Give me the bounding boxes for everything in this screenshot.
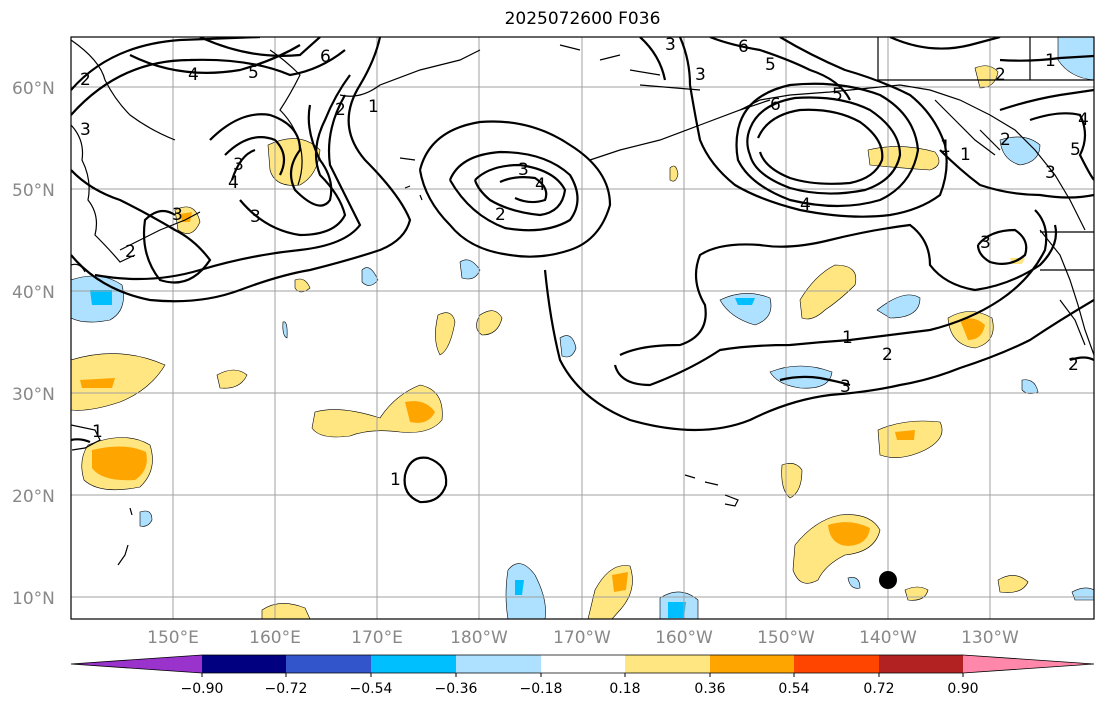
- colorbar-tick-label: −0.18: [520, 681, 563, 697]
- svg-text:1: 1: [842, 328, 853, 348]
- lon-label: 130°W: [961, 628, 1019, 648]
- svg-text:3: 3: [695, 65, 706, 85]
- svg-text:5: 5: [248, 63, 259, 83]
- svg-text:6: 6: [320, 47, 331, 67]
- lon-label: 170°W: [553, 628, 611, 648]
- lon-label: 150°W: [757, 628, 815, 648]
- lat-label: 60°N: [12, 79, 55, 99]
- lat-label: 10°N: [12, 589, 55, 609]
- latitude-labels: 60°N 50°N 40°N 30°N 20°N 10°N: [12, 79, 55, 609]
- lon-label: 160°W: [655, 628, 713, 648]
- colorbar-segment: [286, 655, 371, 673]
- longitude-labels: 150°E 160°E 170°E 180°W 170°W 160°W 150°…: [147, 628, 1019, 648]
- lon-label: 160°E: [249, 628, 301, 648]
- svg-text:1: 1: [390, 470, 401, 490]
- colorbar-extend-low: [71, 655, 202, 673]
- svg-text:2: 2: [1000, 130, 1011, 150]
- svg-text:1: 1: [1045, 51, 1056, 71]
- colorbar-segment: [794, 655, 879, 673]
- lon-label: 180°W: [450, 628, 508, 648]
- map-title: 2025072600 F036: [504, 9, 661, 29]
- colorbar-segment: [879, 655, 963, 673]
- svg-text:4: 4: [1078, 110, 1089, 130]
- colorbar-tick-label: 0.90: [947, 681, 978, 697]
- svg-text:3: 3: [250, 207, 261, 227]
- svg-text:2: 2: [1068, 355, 1079, 375]
- colorbar-tick-label: 0.36: [694, 681, 725, 697]
- colorbar-segment: [456, 655, 541, 673]
- svg-text:2: 2: [80, 70, 91, 90]
- contours: [71, 37, 1094, 504]
- colorbar-tick-label: 0.72: [863, 681, 894, 697]
- svg-text:1: 1: [940, 137, 951, 157]
- svg-text:3: 3: [172, 205, 183, 225]
- lat-label: 40°N: [12, 283, 55, 303]
- lat-label: 30°N: [12, 385, 55, 405]
- graticule: [71, 37, 1094, 619]
- coastlines: [71, 37, 1094, 566]
- colorbar-tick-label: 0.18: [609, 681, 640, 697]
- svg-text:3: 3: [665, 35, 676, 55]
- svg-text:3: 3: [840, 377, 851, 397]
- svg-text:3: 3: [980, 233, 991, 253]
- svg-text:5: 5: [1070, 140, 1081, 160]
- lon-label: 140°W: [859, 628, 917, 648]
- colorbar: −0.90 −0.72 −0.54 −0.36 −0.18 0.18 0.36 0.54 0.7…: [70, 654, 1095, 697]
- svg-text:2: 2: [495, 205, 506, 225]
- svg-text:3: 3: [233, 155, 244, 175]
- svg-text:3: 3: [518, 160, 529, 180]
- svg-text:5: 5: [832, 85, 843, 105]
- svg-text:2: 2: [125, 242, 136, 262]
- lon-label: 170°E: [351, 628, 403, 648]
- svg-text:1: 1: [960, 145, 971, 165]
- colorbar-segment: [541, 655, 625, 673]
- location-marker: [879, 571, 897, 589]
- colorbar-tick-label: −0.54: [350, 681, 393, 697]
- colorbar-segment: [202, 655, 286, 673]
- colorbar-extend-high: [963, 655, 1094, 673]
- map-frame: [70, 36, 1095, 620]
- svg-text:1: 1: [368, 97, 379, 117]
- colorbar-segment: [710, 655, 794, 673]
- svg-text:1: 1: [92, 422, 103, 442]
- svg-text:4: 4: [228, 173, 239, 193]
- svg-text:6: 6: [770, 95, 781, 115]
- contour-labels: 4 5 6 1 2 3 3 4 3 2 3 2 2 3 4 3 6 5 3 6 …: [80, 35, 1089, 490]
- svg-text:5: 5: [765, 55, 776, 75]
- colorbar-tick-label: −0.72: [265, 681, 308, 697]
- svg-text:2: 2: [335, 100, 346, 120]
- colorbar-tick-label: 0.54: [778, 681, 809, 697]
- colorbar-segment: [625, 655, 710, 673]
- map-area: 4 5 6 1 2 3 3 4 3 2 3 2 2 3 4 3 6 5 3 6 …: [71, 35, 1094, 619]
- lat-label: 50°N: [12, 181, 55, 201]
- lon-label: 150°E: [147, 628, 199, 648]
- colorbar-tick-label: −0.36: [435, 681, 478, 697]
- svg-text:3: 3: [80, 120, 91, 140]
- svg-text:2: 2: [882, 345, 893, 365]
- svg-text:3: 3: [1045, 163, 1056, 183]
- svg-text:6: 6: [738, 37, 749, 57]
- lat-label: 20°N: [12, 487, 55, 507]
- colorbar-tick-label: −0.90: [181, 681, 224, 697]
- svg-text:4: 4: [535, 175, 546, 195]
- colorbar-segment: [371, 655, 456, 673]
- svg-text:4: 4: [188, 65, 199, 85]
- svg-text:4: 4: [800, 195, 811, 215]
- svg-text:2: 2: [995, 65, 1006, 85]
